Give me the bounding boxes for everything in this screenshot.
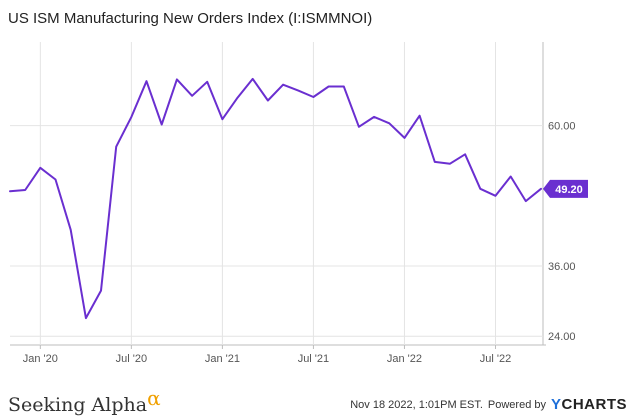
powered-by-label: Powered by [487,398,546,411]
alpha-symbol-icon: α [147,386,161,410]
x-tick-label: Jul '22 [480,353,511,365]
chart-footer: Nov 18 2022, 1:01PM EST. Powered by YCHA… [350,396,627,413]
y-tick-label: 60.00 [548,121,576,133]
last-value-badge: 49.20 [543,179,588,198]
x-tick-label: Jan '22 [387,353,422,365]
x-tick-label: Jan '20 [23,353,58,365]
last-value-badge-bg [543,179,588,198]
y-tick-label: 24.00 [548,331,576,343]
seeking-alpha-text: Seeking Alpha [8,394,148,416]
grid-layer [10,42,546,349]
chart-title: US ISM Manufacturing New Orders Index (I… [8,10,373,27]
ycharts-logo-y: Y [550,396,562,413]
y-tick-label: 36.00 [548,261,576,273]
seeking-alpha-logo: Seeking Alphaα [8,386,161,416]
x-tick-label: Jan '21 [205,353,240,365]
label-layer: 24.00 36.00 60.00 Jan '20 Jul '20 Jan '21 Jul … [23,121,588,365]
x-tick-label: Jul '21 [298,353,329,365]
series-layer [9,77,542,320]
series-line [9,77,542,320]
last-value-label: 49.20 [555,184,583,196]
timestamp: Nov 18 2022, 1:01PM EST. [350,398,483,411]
x-tick-label: Jul '20 [116,353,147,365]
ycharts-logo-text: CHARTS [561,396,627,413]
ycharts-logo[interactable]: YCHARTS [551,396,627,413]
